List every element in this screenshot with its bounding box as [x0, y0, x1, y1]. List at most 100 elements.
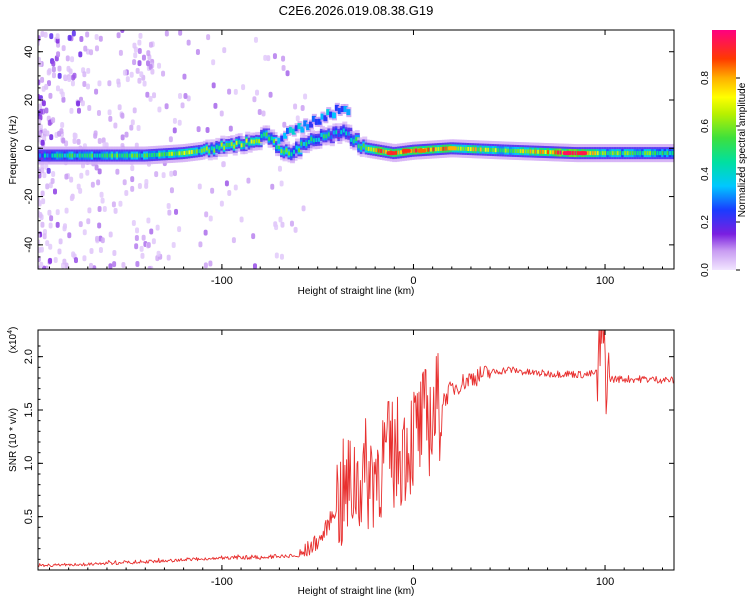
heatmap-noise-cell — [224, 180, 229, 187]
heatmap-noise-cell — [85, 83, 90, 90]
heatmap-noise-cell — [177, 226, 182, 233]
heatmap-noise-cell — [72, 72, 77, 79]
heatmap-noise-cell — [108, 231, 113, 238]
heatmap-noise-cell — [76, 138, 81, 145]
chart-title: C2E6.2026.019.08.38.G19 — [279, 3, 434, 18]
colorbar-label: Normalized spectral amplitude — [737, 82, 748, 217]
x-tick-label: 100 — [596, 275, 614, 287]
heatmap-noise-cell — [60, 121, 65, 128]
heatmap-noise-cell — [38, 231, 41, 238]
heatmap-noise-cell — [228, 125, 233, 132]
heatmap-noise-cell — [38, 265, 41, 269]
heatmap-noise-cell — [83, 45, 88, 52]
heatmap-noise-cell — [167, 209, 172, 216]
heatmap-noise-cell — [130, 165, 135, 172]
heatmap-noise-cell — [134, 243, 139, 250]
heatmap-noise-cell — [71, 30, 76, 37]
heatmap-noise-cell — [40, 31, 45, 38]
colorbar-ticks: 0.0 0.2 0.4 0.6 0.8 — [700, 71, 740, 277]
heatmap-noise-cell — [113, 122, 118, 129]
y-tick-label: 20 — [23, 94, 35, 106]
heatmap-noise-cell — [166, 254, 171, 261]
heatmap-noise-cell — [56, 51, 61, 58]
heatmap-noise-cell — [272, 53, 277, 60]
ridge-hotspot — [578, 151, 588, 156]
branch-core — [283, 132, 288, 139]
branch-core — [343, 105, 348, 112]
heatmap-noise-cell — [82, 229, 87, 236]
heatmap-noise-cell — [186, 95, 191, 102]
colorbar-tick-label: 0.0 — [700, 263, 711, 277]
heatmap-noise-cell — [53, 257, 58, 264]
heatmap-noise-cell — [161, 172, 166, 179]
heatmap-noise-cell — [118, 200, 123, 207]
heatmap-noise-cell — [55, 33, 60, 40]
ridge-hotspot — [386, 151, 396, 156]
heatmap-noise-cell — [38, 114, 43, 121]
spectrogram-x-ticks: -100 0 100 — [48, 30, 664, 287]
heatmap-noise-cell — [144, 178, 149, 185]
heatmap-noise-cell — [196, 126, 201, 133]
heatmap-noise-cell — [38, 256, 41, 263]
heatmap-noise-cell — [206, 34, 211, 41]
heatmap-noise-cell — [137, 39, 142, 46]
heatmap-noise-cell — [198, 241, 203, 248]
branch-core — [311, 115, 316, 122]
heatmap-noise-cell — [113, 207, 118, 214]
heatmap-noise-cell — [78, 51, 83, 58]
heatmap-noise-cell — [251, 233, 256, 240]
x-tick-label: -100 — [211, 576, 233, 588]
snr-series-line — [38, 330, 674, 568]
heatmap-noise-cell — [69, 195, 74, 202]
heatmap-noise-cell — [48, 92, 53, 99]
heatmap-noise-cell — [115, 168, 120, 175]
heatmap-noise-cell — [94, 88, 99, 95]
heatmap-noise-cell — [80, 100, 85, 107]
colorbar: 0.0 0.2 0.4 0.6 0.8 Normalized spectral ampl… — [700, 30, 748, 277]
y-tick-label: 1.5 — [23, 402, 35, 417]
heatmap-noise-cell — [138, 32, 143, 39]
heatmap-noise-cell — [67, 34, 72, 41]
heatmap-noise-cell — [62, 225, 67, 232]
heatmap-noise-cell — [148, 64, 153, 71]
heatmap-noise-cell — [90, 181, 95, 188]
branch-core — [334, 104, 339, 111]
heatmap-noise-cell — [38, 35, 41, 42]
colorbar-tick-label: 0.2 — [700, 215, 711, 229]
heatmap-noise-cell — [76, 100, 81, 107]
heatmap-noise-cell — [99, 191, 104, 198]
heatmap-noise-cell — [102, 141, 107, 148]
heatmap-noise-cell — [97, 205, 102, 212]
heatmap-noise-cell — [152, 92, 157, 99]
heatmap-noise-cell — [79, 35, 84, 42]
heatmap-noise-cell — [263, 54, 268, 61]
heatmap-noise-cell — [97, 80, 102, 87]
heatmap-noise-cell — [135, 260, 140, 267]
heatmap-noise-cell — [233, 88, 238, 95]
heatmap-noise-cell — [134, 234, 139, 241]
heatmap-noise-cell — [295, 115, 300, 122]
y-tick-label: 0.5 — [23, 509, 35, 524]
branch-core — [326, 109, 331, 116]
heatmap-noise-cell — [140, 252, 145, 259]
heatmap-noise-cell — [88, 262, 93, 269]
heatmap-noise-cell — [73, 257, 78, 264]
heatmap-noise-cell — [38, 79, 41, 86]
heatmap-noise-cell — [208, 215, 213, 222]
branch-core — [297, 123, 302, 130]
ridge-hotspot — [447, 146, 457, 151]
snr-y-ticks: 0.5 1.0 1.5 2.0 — [23, 345, 674, 560]
spectrogram-heatmap — [38, 30, 674, 269]
heatmap-noise-cell — [63, 74, 68, 81]
heatmap-noise-cell — [120, 112, 125, 119]
heatmap-noise-cell — [40, 139, 45, 146]
heatmap-noise-cell — [145, 91, 150, 98]
heatmap-noise-cell — [52, 188, 57, 195]
colorbar-tick-label: 0.4 — [700, 167, 711, 181]
heatmap-noise-cell — [38, 103, 43, 110]
heatmap-noise-cell — [239, 216, 244, 223]
heatmap-noise-cell — [47, 68, 52, 75]
heatmap-noise-cell — [285, 70, 290, 77]
heatmap-noise-cell — [151, 238, 156, 245]
heatmap-noise-cell — [118, 49, 123, 56]
